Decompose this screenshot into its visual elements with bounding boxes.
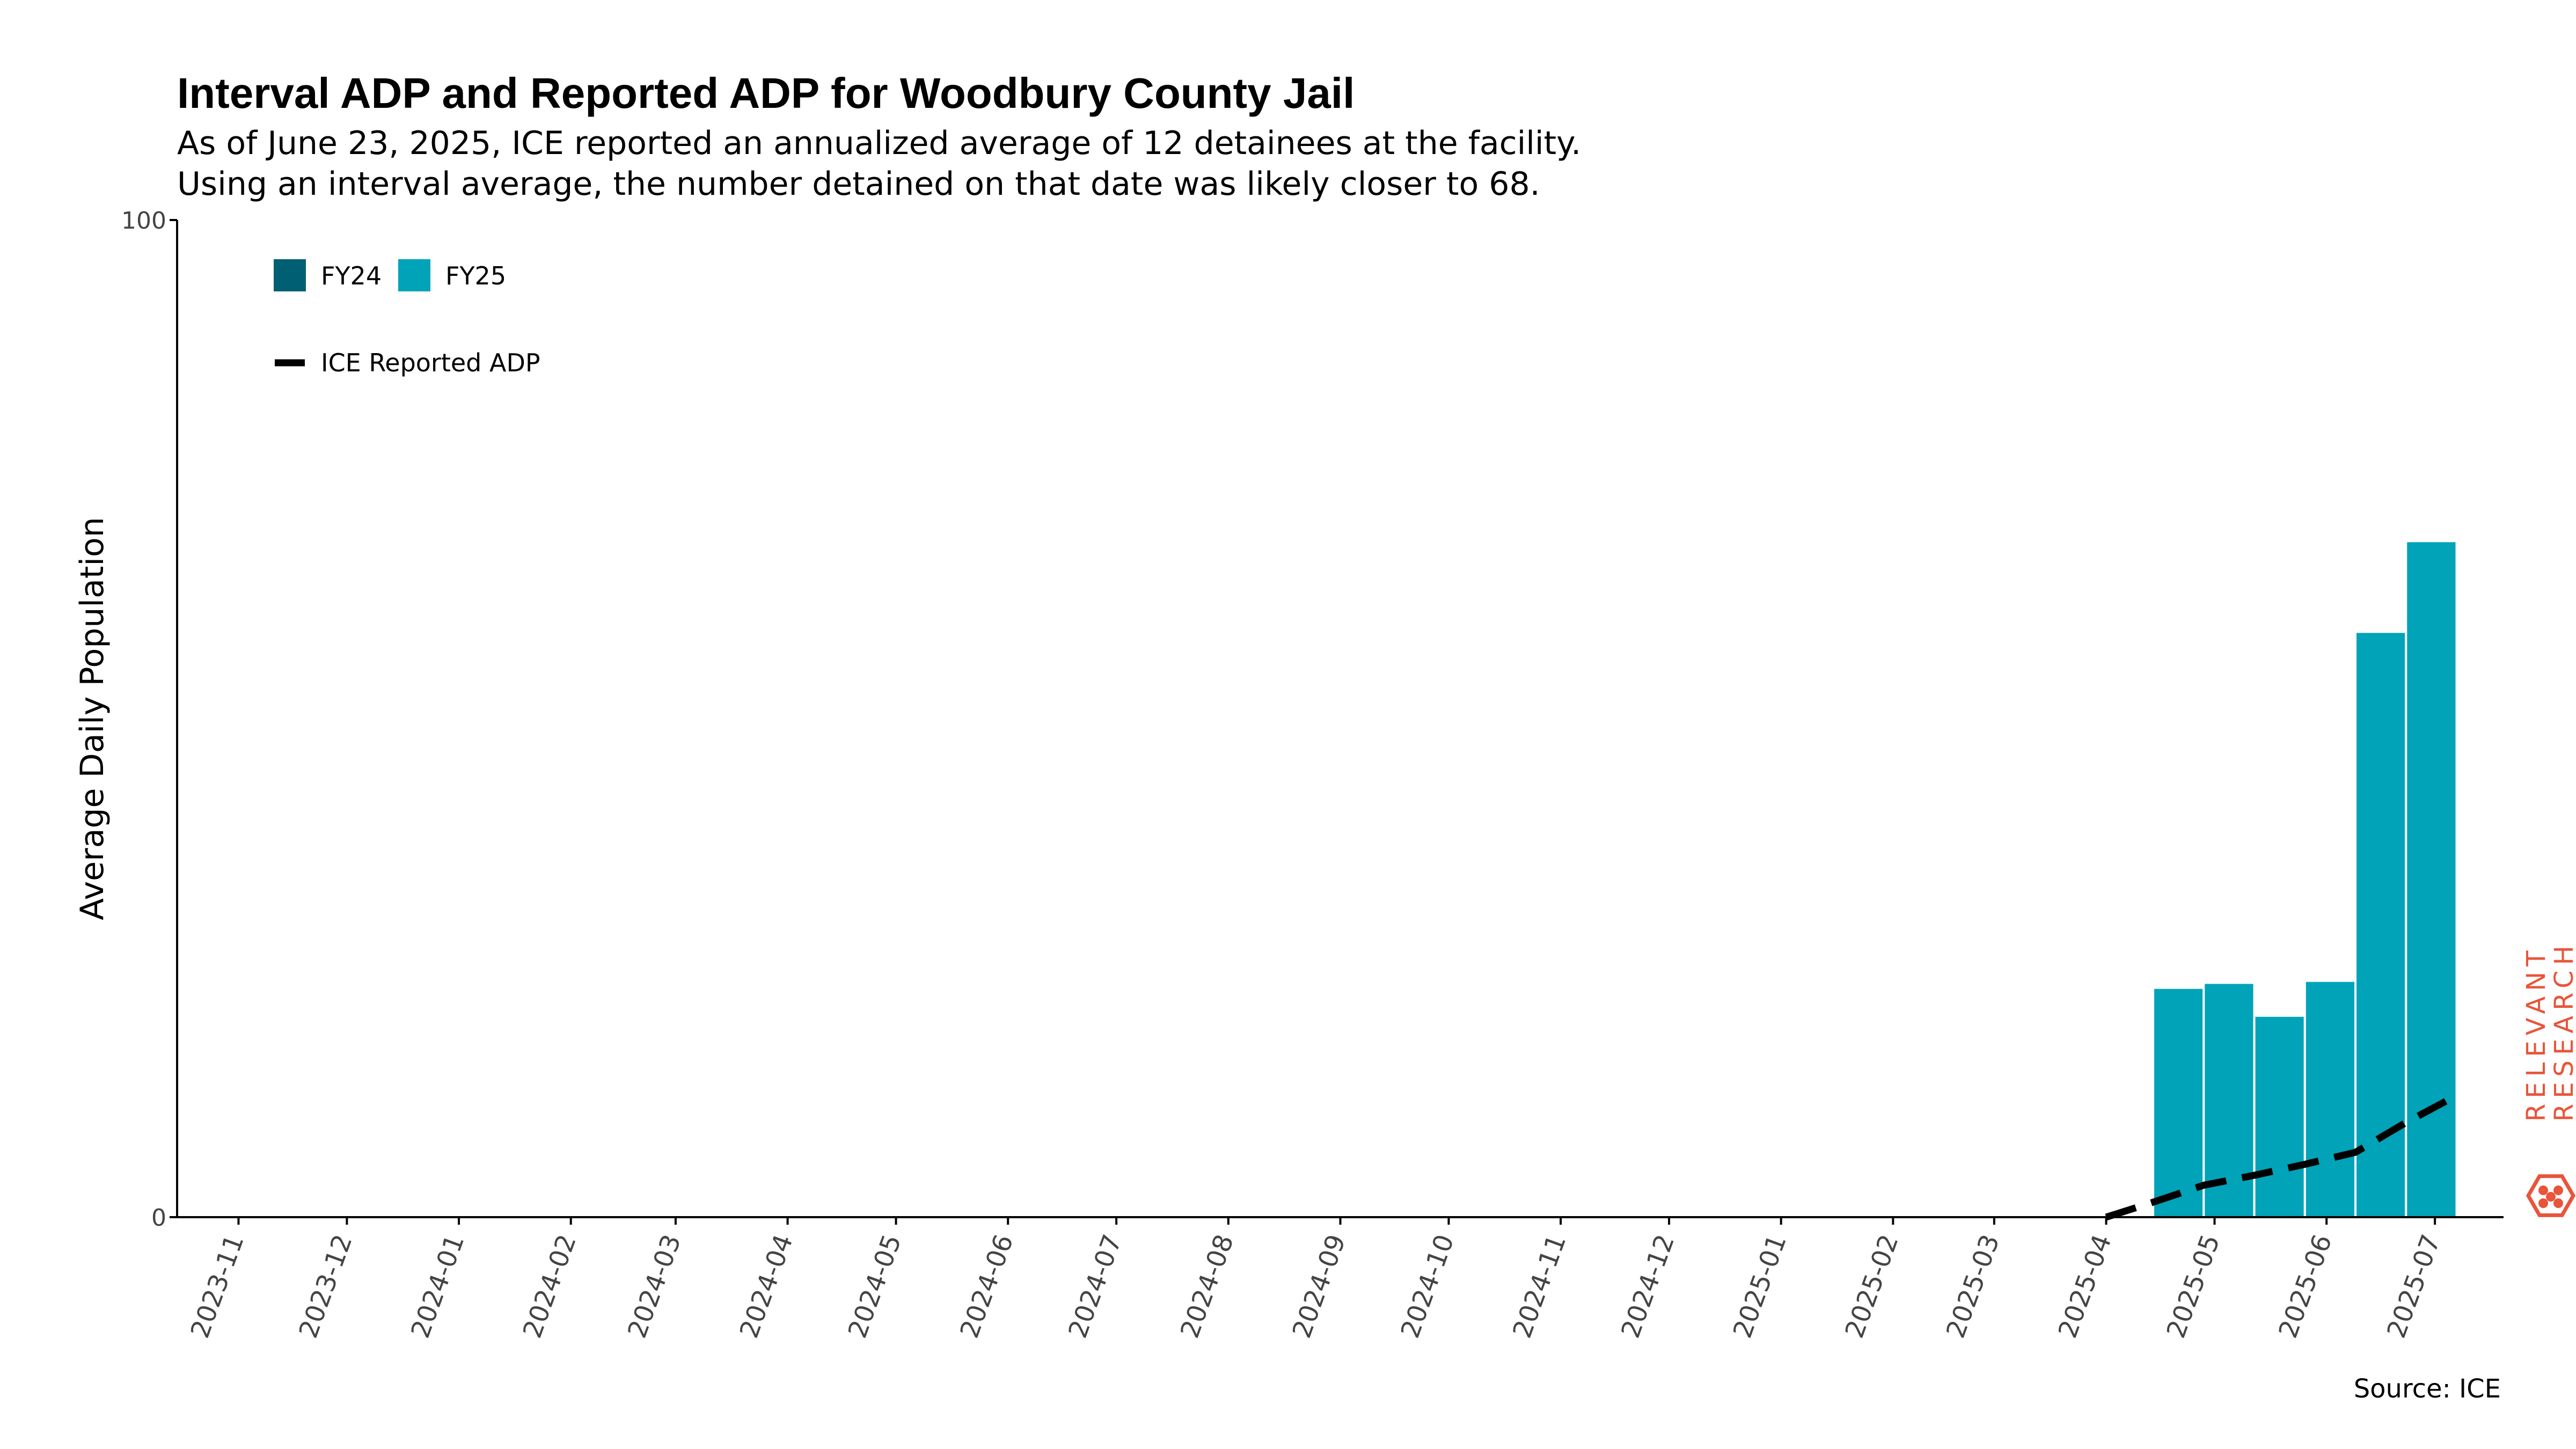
logo-dot [2553, 1198, 2563, 1208]
x-tick-label: 2024-08 [1175, 1231, 1240, 1342]
x-tick-label: 2024-09 [1287, 1231, 1352, 1342]
x-tick-label: 2024-03 [622, 1231, 687, 1342]
y-axis-label: Average Daily Population [74, 517, 111, 920]
x-tick-label: 2025-04 [2053, 1231, 2118, 1342]
x-tick-label: 2024-04 [734, 1231, 799, 1342]
chart-legend: FY24 FY25 ICE Reported ADP [274, 259, 540, 377]
legend-swatch [398, 259, 430, 291]
bar [2253, 1014, 2306, 1218]
axes-layer: 0 100 Average Daily Population 2023-11 2023-… [74, 207, 2504, 1342]
logo-text-line-2: RESEARCH [2549, 940, 2576, 1122]
logo-text-line-1: RELEVANT [2521, 945, 2551, 1122]
x-tick-label: 2024-12 [1615, 1231, 1680, 1342]
logo-dot [2546, 1192, 2556, 1202]
y-tick-label: 0 [151, 1204, 166, 1232]
legend-label: FY24 [321, 261, 382, 290]
bar [2152, 986, 2205, 1219]
x-tick-label: 2023-12 [293, 1231, 358, 1342]
source-note: Source: ICE [2353, 1374, 2501, 1404]
x-tick-label: 2023-11 [185, 1231, 250, 1342]
logo-hexagon-icon [2526, 1174, 2576, 1217]
x-tick-label: 2024-10 [1395, 1231, 1460, 1342]
series-line [2105, 1092, 2458, 1221]
x-tick-label: 2025-02 [1839, 1231, 1904, 1342]
chart-title: Interval ADP and Reported ADP for Woodbu… [177, 69, 1355, 117]
x-tick-label: 2024-02 [517, 1231, 582, 1342]
lines-layer [2105, 1092, 2458, 1221]
legend-swatch [274, 259, 306, 291]
x-tick-label: 2025-06 [2273, 1231, 2338, 1342]
legend-label: FY25 [445, 261, 506, 290]
x-tick-label: 2024-05 [843, 1231, 908, 1342]
x-tick-label: 2025-07 [2381, 1231, 2446, 1342]
y-tick-label: 100 [121, 207, 166, 235]
logo-dot [2538, 1198, 2548, 1208]
x-tick-label: 2024-01 [405, 1231, 470, 1342]
bar [2405, 540, 2458, 1218]
x-tick-label: 2025-05 [2161, 1231, 2226, 1342]
x-tick-label: 2025-03 [1941, 1231, 2006, 1342]
logo-dot [2538, 1185, 2548, 1195]
legend-label: ICE Reported ADP [321, 348, 540, 377]
logo-dot [2553, 1185, 2563, 1195]
x-tick-label: 2024-11 [1507, 1231, 1572, 1342]
chart-subtitle-line-2: Using an interval average, the number de… [177, 165, 1540, 203]
chart-subtitle-line-1: As of June 23, 2025, ICE reported an ann… [177, 125, 1582, 162]
bar [2303, 979, 2357, 1219]
bars-layer [2152, 540, 2458, 1219]
x-tick-label: 2024-07 [1063, 1231, 1128, 1342]
x-tick-label: 2025-01 [1728, 1231, 1792, 1342]
x-tick-label: 2024-06 [954, 1231, 1019, 1342]
